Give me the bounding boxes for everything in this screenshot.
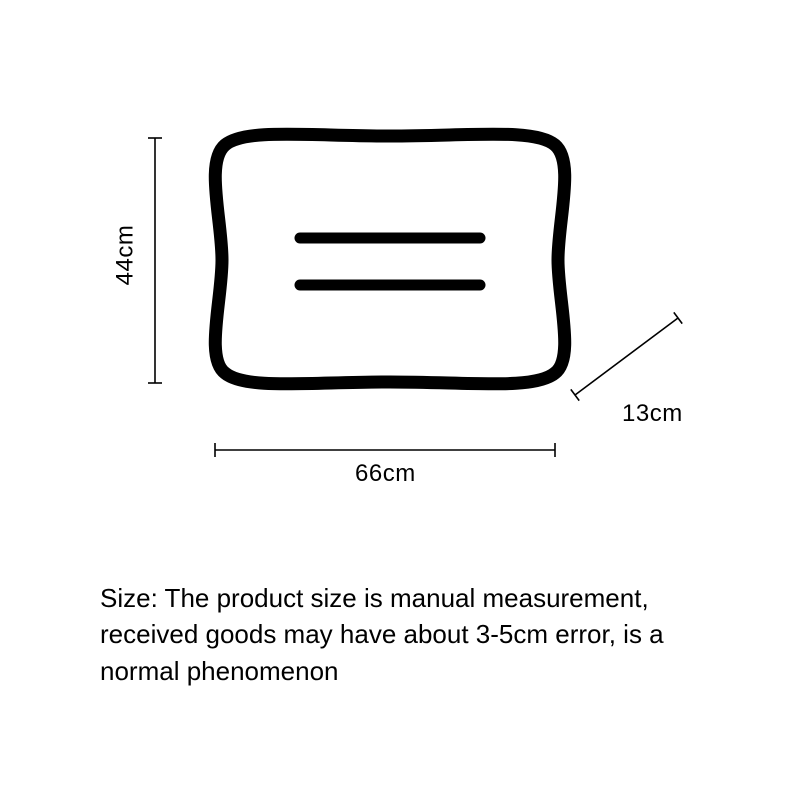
width-label: 66cm xyxy=(355,460,416,488)
height-dimension xyxy=(148,138,162,383)
depth-label: 13cm xyxy=(622,400,683,428)
height-label: 44cm xyxy=(111,225,139,286)
diagram-stage: 44cm 66cm 13cm Size: The product size is… xyxy=(0,0,800,800)
depth-dimension xyxy=(571,312,682,400)
size-note: Size: The product size is manual measure… xyxy=(100,580,695,689)
width-dimension xyxy=(215,443,555,457)
